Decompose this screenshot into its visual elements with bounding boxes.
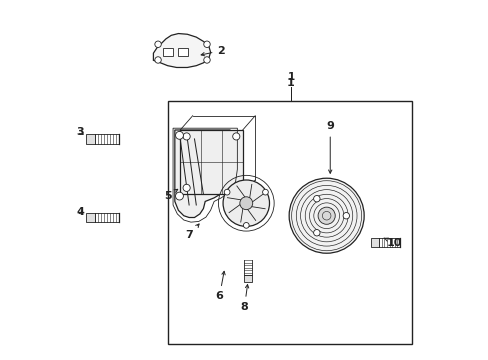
Text: 4: 4 (76, 207, 84, 217)
Circle shape (224, 192, 232, 200)
Circle shape (313, 230, 320, 236)
Polygon shape (163, 48, 173, 56)
Circle shape (183, 133, 190, 140)
Circle shape (183, 184, 190, 192)
Circle shape (313, 195, 320, 202)
Text: 8: 8 (240, 284, 248, 312)
Text: 3: 3 (76, 127, 84, 137)
Circle shape (155, 41, 161, 48)
Bar (370, 238, 379, 247)
Polygon shape (175, 130, 230, 217)
Text: 7: 7 (185, 224, 199, 240)
Circle shape (262, 189, 268, 195)
Circle shape (243, 222, 248, 228)
Polygon shape (178, 48, 188, 56)
Circle shape (343, 212, 349, 219)
Bar (244, 275, 251, 282)
Circle shape (203, 41, 210, 48)
Circle shape (232, 184, 240, 192)
Bar (180, 130, 242, 194)
Circle shape (155, 57, 161, 63)
Bar (167, 102, 411, 344)
Circle shape (232, 133, 240, 140)
Circle shape (288, 178, 364, 253)
Text: 9: 9 (325, 121, 333, 173)
Bar (85, 134, 95, 144)
Circle shape (240, 197, 252, 210)
Text: 5: 5 (163, 189, 177, 201)
Circle shape (175, 192, 183, 200)
Circle shape (175, 131, 183, 139)
Circle shape (203, 57, 210, 63)
Text: 1: 1 (286, 78, 294, 88)
Polygon shape (153, 33, 210, 67)
Circle shape (224, 189, 229, 195)
Text: 10: 10 (383, 238, 402, 248)
Text: 6: 6 (215, 271, 224, 301)
Circle shape (317, 207, 335, 224)
Circle shape (223, 180, 269, 226)
Bar (85, 213, 95, 222)
Text: 2: 2 (201, 46, 224, 56)
Text: 1: 1 (287, 72, 294, 82)
